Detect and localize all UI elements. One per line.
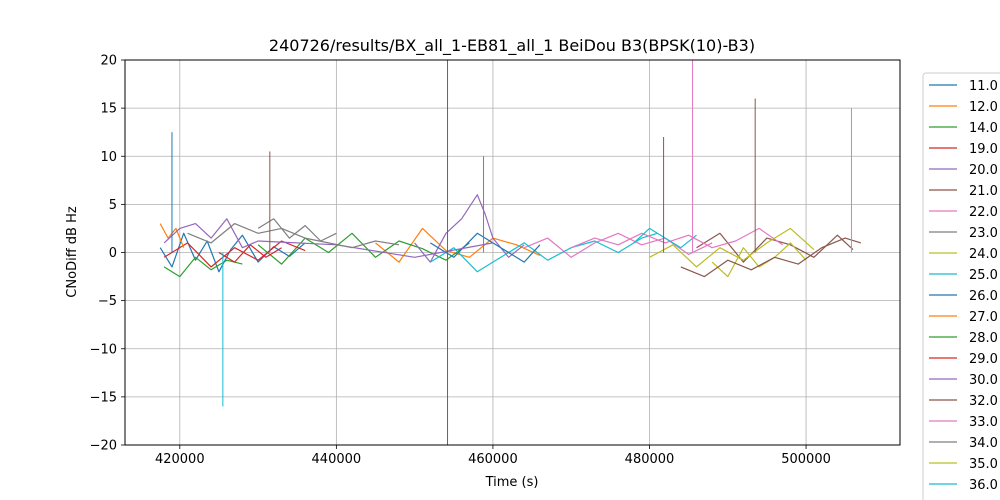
series-line-33-0 <box>570 227 783 249</box>
y-tick-label: −20 <box>90 439 117 454</box>
y-axis-ticks: −20 −15 −10 −5 0 5 10 15 20 <box>90 54 125 454</box>
y-tick-label: −5 <box>98 294 117 309</box>
series-line-24-0 <box>711 242 807 278</box>
series-line-28-0 <box>163 256 243 278</box>
series-line-25-0 <box>429 232 658 273</box>
series-line-22-0 <box>523 232 713 258</box>
series-line-30-0 <box>163 218 494 258</box>
legend-entry: 28.0 <box>969 331 998 346</box>
y-tick-label: 0 <box>109 246 117 261</box>
legend-entry: 33.0 <box>969 415 998 430</box>
series-line-36-0 <box>633 227 697 249</box>
series-line-23-0 <box>257 218 337 242</box>
legend-entry: 12.0 <box>969 100 998 115</box>
series-line-26-0 <box>429 232 541 263</box>
series-line-20-0 <box>414 194 525 263</box>
legend-entry: 27.0 <box>969 310 998 325</box>
series-line-32-0 <box>680 237 862 278</box>
y-tick-label: 5 <box>109 198 117 213</box>
legend-entry: 11.0 <box>969 79 998 94</box>
series-line-19-0 <box>163 240 306 268</box>
legend-entry: 24.0 <box>969 247 998 262</box>
x-tick-label: 440000 <box>312 452 362 467</box>
y-tick-label: 10 <box>100 150 117 165</box>
legend-entry: 14.0 <box>969 121 998 136</box>
x-axis-label: Time (s) <box>485 475 539 490</box>
x-tick-label: 420000 <box>155 452 205 467</box>
series-layer <box>159 60 862 445</box>
legend-entry: 34.0 <box>969 436 998 451</box>
series-line-11-0 <box>159 232 306 273</box>
legend-box <box>922 72 1000 500</box>
y-axis-label: CNoDiff dB Hz <box>65 206 80 298</box>
series-line-35-0 <box>649 227 815 268</box>
y-tick-label: 20 <box>100 54 117 69</box>
series-line-34-0 <box>187 223 400 249</box>
x-tick-label: 480000 <box>625 452 675 467</box>
legend-entry: 20.0 <box>969 163 998 178</box>
y-tick-label: −10 <box>90 342 117 357</box>
y-tick-label: −15 <box>90 390 117 405</box>
legend-entry: 25.0 <box>969 268 998 283</box>
chart-title: 240726/results/BX_all_1-EB81_all_1 BeiDo… <box>269 36 755 56</box>
legend-entry: 26.0 <box>969 289 998 304</box>
y-tick-label: 15 <box>100 102 117 117</box>
legend-entry: 32.0 <box>969 394 998 409</box>
legend-entry: 19.0 <box>969 142 998 157</box>
legend-entry: 30.0 <box>969 373 998 388</box>
legend-entry: 36.0 <box>969 478 998 493</box>
legend-entry: 21.0 <box>969 184 998 199</box>
legend-entry: 29.0 <box>969 352 998 367</box>
legend-entry: 23.0 <box>969 226 998 241</box>
x-axis-ticks: 420000 440000 460000 480000 500000 <box>155 445 831 467</box>
legend-entry: 35.0 <box>969 457 998 472</box>
legend-entry: 22.0 <box>969 205 998 220</box>
x-tick-label: 500000 <box>781 452 831 467</box>
x-tick-label: 460000 <box>468 452 518 467</box>
legend: 11.0 12.0 14.0 19.0 20.0 21.0 22.0 23.0 24.0 25.0… <box>922 72 1000 500</box>
